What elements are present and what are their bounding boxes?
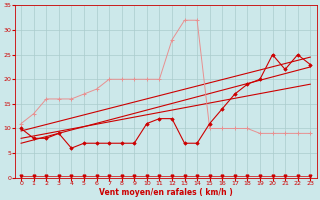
X-axis label: Vent moyen/en rafales ( km/h ): Vent moyen/en rafales ( km/h ) — [99, 188, 233, 197]
